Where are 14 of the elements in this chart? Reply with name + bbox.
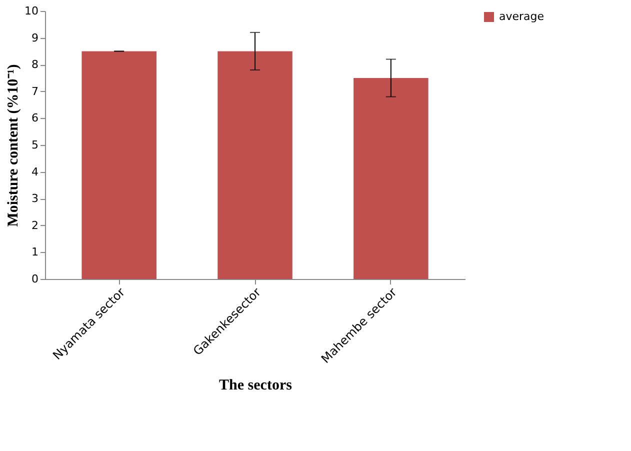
y-tick-label: 8 — [32, 58, 38, 72]
y-tick-label: 6 — [32, 112, 38, 125]
y-tick-label: 9 — [32, 31, 38, 44]
y-tick-label: 0 — [32, 272, 38, 286]
y-tick-label: 10 — [24, 4, 38, 18]
y-axis-title: Moisture content (%10⁻¹) — [6, 64, 22, 227]
x-axis-title: The sectors — [219, 377, 292, 394]
y-tick-label: 4 — [32, 165, 38, 178]
y-tick-label: 3 — [32, 192, 38, 206]
y-tick-label: 1 — [32, 246, 38, 259]
y-tick-label: 5 — [32, 138, 38, 152]
y-tick-label: 2 — [32, 218, 38, 232]
y-tick-label: 7 — [32, 84, 38, 98]
legend-label: average — [499, 10, 544, 23]
